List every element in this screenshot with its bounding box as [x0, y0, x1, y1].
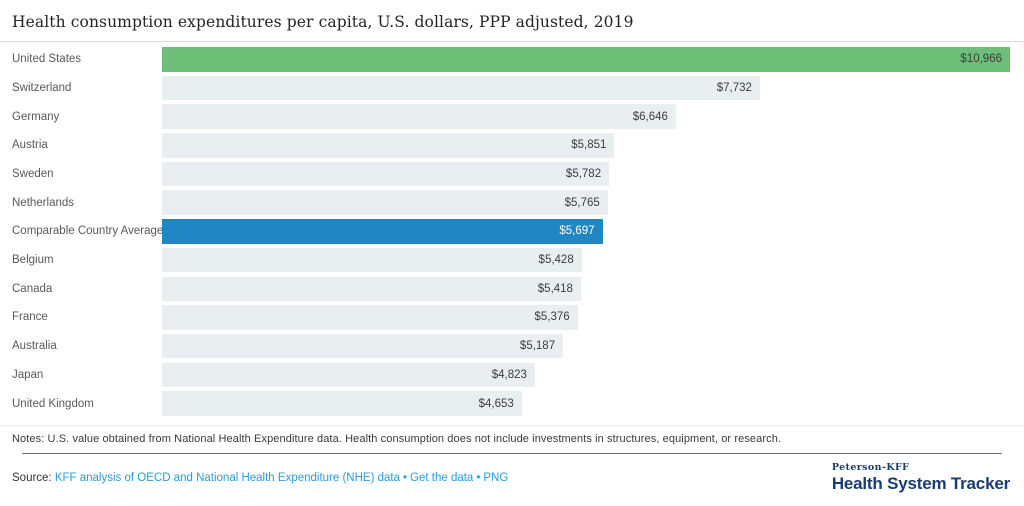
country-label: Netherlands	[12, 196, 75, 209]
bar-value: $5,418	[537, 282, 573, 295]
source-line: Source: KFF analysis of OECD and Nationa…	[12, 472, 508, 484]
bar-track: $4,653	[162, 391, 1010, 416]
brand-peterson-kff-label: Peterson-KFF	[831, 461, 910, 473]
source-link-get-the-data[interactable]: Get the data	[410, 471, 474, 484]
notes-divider	[22, 452, 1002, 454]
source-link-png[interactable]: PNG	[483, 471, 509, 484]
source-prefix: Source:	[12, 471, 55, 484]
bar-track: $6,646	[162, 104, 1010, 129]
chart-row: Germany $6,646	[0, 104, 1024, 129]
bar: $5,697	[162, 219, 603, 244]
bar: $5,782	[162, 161, 610, 187]
country-label: Switzerland	[12, 81, 72, 94]
chart-row: Switzerland $7,732	[0, 75, 1024, 101]
chart-row: Austria $5,851	[0, 133, 1024, 158]
bar: $5,376	[162, 305, 578, 330]
bar-track: $5,782	[162, 161, 1010, 187]
bar-track: $5,428	[162, 247, 1010, 273]
chart-row: Canada $5,418	[0, 276, 1024, 301]
bar: $10,966	[162, 47, 1010, 72]
bar-value: $5,765	[564, 196, 600, 209]
country-label: United Kingdom	[12, 397, 94, 410]
source-link-kff-analysis[interactable]: KFF analysis of OECD and National Health…	[54, 471, 400, 484]
bar: $5,187	[162, 333, 564, 359]
title-bar: Health consumption expenditures per capi…	[0, 0, 1024, 42]
chart-title: Health consumption expenditures per capi…	[12, 13, 634, 31]
chart-row: Comparable Country Average $5,697	[0, 219, 1024, 244]
notes-text: Notes: U.S. value obtained from National…	[12, 432, 782, 445]
country-label: Canada	[12, 282, 53, 295]
bullet-separator: •	[476, 471, 481, 484]
bar-track: $5,418	[162, 276, 1010, 301]
country-label: Australia	[12, 340, 57, 353]
country-label: Belgium	[12, 254, 54, 267]
bullet-separator: •	[403, 471, 408, 484]
country-label: Austria	[12, 139, 48, 152]
brand-health-system-tracker-label: Health System Tracker	[831, 473, 1010, 493]
bar-value: $4,823	[491, 368, 527, 381]
bar: $5,418	[162, 276, 581, 301]
bar-value: $10,966	[960, 53, 1002, 66]
country-label: Germany	[12, 110, 60, 123]
bar: $4,653	[162, 391, 522, 416]
country-label: Sweden	[12, 168, 54, 180]
bar-value: $5,851	[571, 139, 607, 152]
country-label: Comparable Country Average	[12, 225, 162, 238]
bar: $5,428	[162, 247, 582, 273]
bar: $7,732	[162, 75, 760, 101]
chart-row: United States $10,966	[0, 47, 1024, 72]
bar-chart: United States $10,966 Switzerland $7,732…	[0, 42, 1024, 416]
bar: $4,823	[162, 362, 535, 388]
bar-value: $5,782	[565, 168, 602, 180]
bar-value: $5,697	[559, 225, 595, 238]
bar-track: $5,697	[162, 219, 1010, 244]
bar: $5,765	[162, 190, 608, 215]
bar-value: $6,646	[632, 110, 668, 123]
bar-track: $10,966	[162, 47, 1010, 72]
chart-row: United Kingdom $4,653	[0, 391, 1024, 416]
bar: $6,646	[162, 104, 676, 129]
bar-track: $5,851	[162, 133, 1010, 158]
chart-row: Australia $5,187	[0, 333, 1024, 359]
brand-logo: Peterson-KFF Health System Tracker	[832, 462, 1010, 494]
bar-track: $4,823	[162, 362, 1010, 388]
notes-section: Notes: U.S. value obtained from National…	[0, 424, 1024, 454]
bar-value: $5,428	[538, 254, 574, 267]
country-label: France	[12, 311, 48, 324]
footer: Source: KFF analysis of OECD and Nationa…	[0, 454, 1024, 494]
country-label: United States	[12, 53, 82, 66]
chart-row: Japan $4,823	[0, 362, 1024, 388]
country-label: Japan	[12, 368, 44, 381]
chart-row: Sweden $5,782	[0, 161, 1024, 187]
chart-row: Netherlands $5,765	[0, 190, 1024, 215]
bar-track: $5,187	[162, 333, 1010, 359]
bar-value: $5,376	[534, 311, 570, 324]
bar-track: $7,732	[162, 75, 1010, 101]
bar-track: $5,376	[162, 305, 1010, 330]
bar-value: $7,732	[716, 81, 752, 94]
chart-row: Belgium $5,428	[0, 247, 1024, 273]
bar-value: $4,653	[478, 397, 514, 410]
bar-track: $5,765	[162, 190, 1010, 215]
bar: $5,851	[162, 133, 615, 158]
chart-row: France $5,376	[0, 305, 1024, 330]
bar-value: $5,187	[519, 340, 556, 353]
